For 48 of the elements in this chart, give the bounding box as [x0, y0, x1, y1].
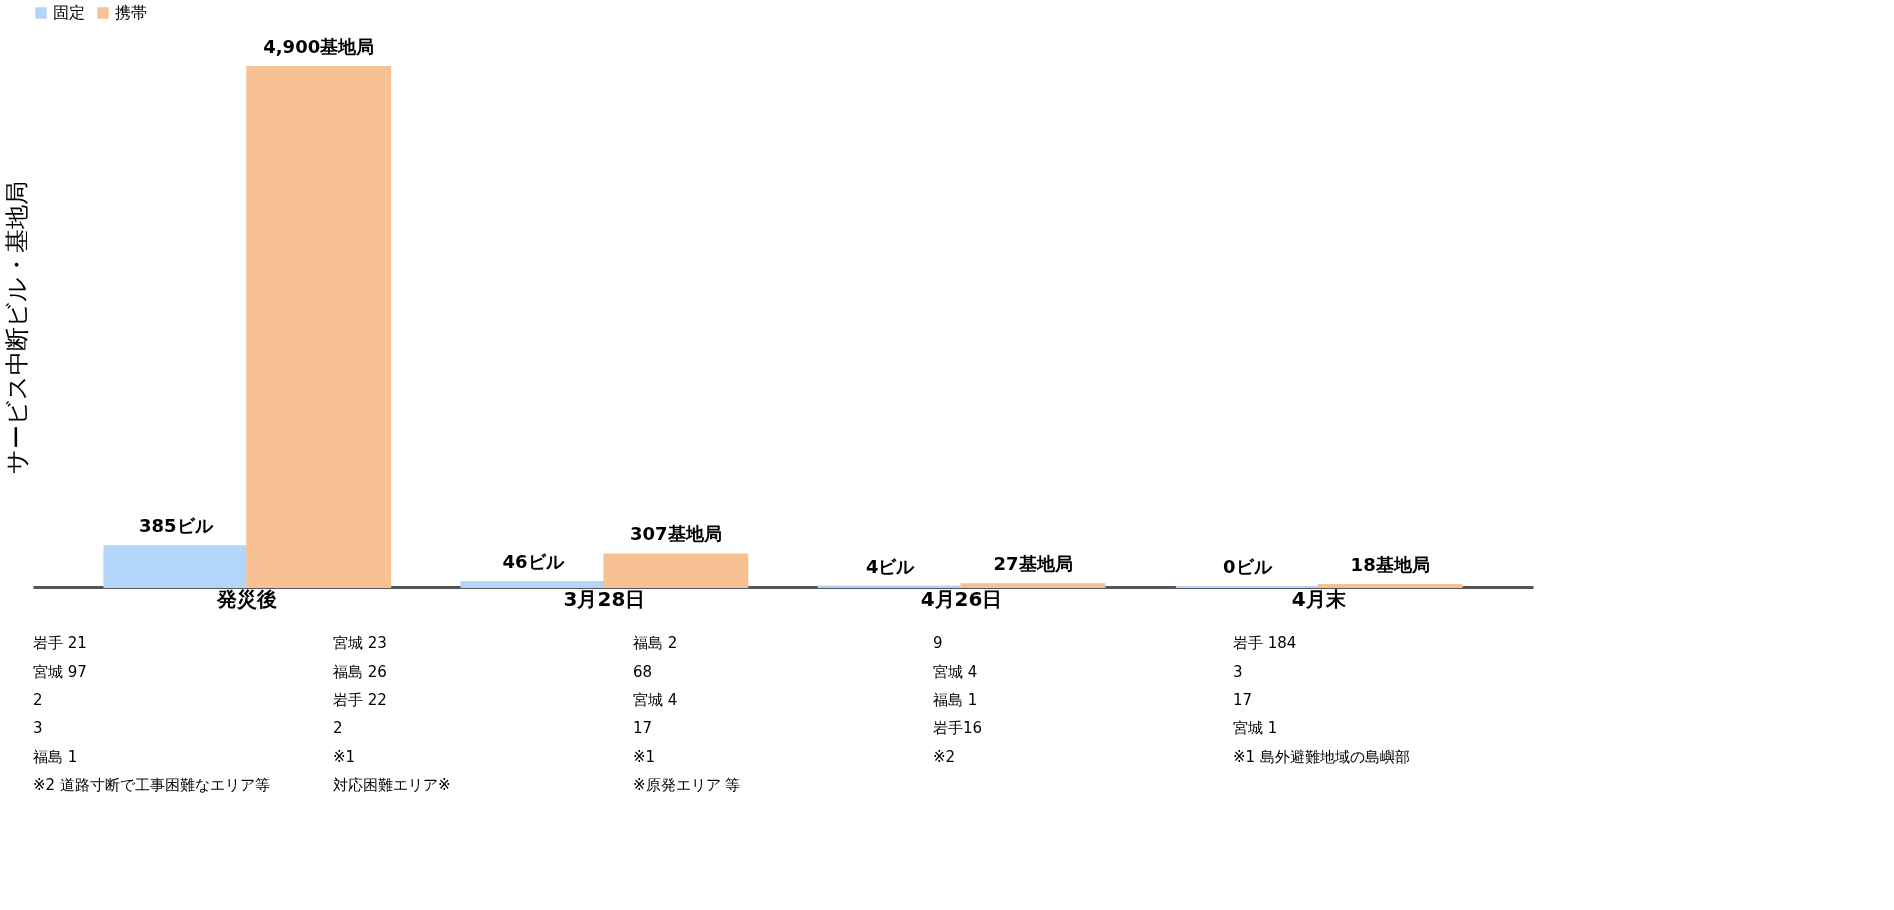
data-label: 4,900基地局	[263, 36, 375, 57]
text: 3	[1233, 662, 1243, 681]
data-label: 0ビル	[1223, 556, 1273, 577]
text: ※1 島外避難地域の島嶼部	[1233, 747, 1410, 766]
text: 68	[633, 662, 653, 681]
text: 宮城 23	[333, 634, 387, 653]
data-label: 18基地局	[1350, 554, 1430, 576]
text: 17	[633, 719, 653, 738]
text: 宮城 97	[33, 662, 87, 681]
bar	[603, 553, 749, 588]
text: 福島 1	[933, 690, 978, 709]
data-label: 385ビル	[139, 515, 214, 537]
bar	[460, 581, 606, 588]
text: 岩手 184	[1233, 634, 1297, 653]
text: 対応困難エリア※	[333, 775, 451, 794]
legend-label: 携帯	[115, 3, 147, 22]
text: ※1	[333, 747, 356, 766]
x-tick-label: 4月26日	[920, 586, 1003, 611]
text: 福島 26	[333, 662, 387, 681]
text: ※1	[633, 747, 656, 766]
text: 2	[333, 719, 343, 738]
legend-label: 固定	[53, 3, 85, 22]
text: ※2	[933, 747, 956, 766]
bar	[103, 545, 249, 588]
bar	[246, 66, 392, 588]
text: 岩手16	[933, 719, 983, 738]
text: 2	[33, 690, 43, 709]
data-label: 27基地局	[993, 553, 1073, 575]
text: 9	[933, 634, 943, 653]
data-label: 46ビル	[502, 551, 565, 573]
text: 3	[33, 719, 43, 738]
data-label: 4ビル	[865, 555, 916, 577]
x-tick-label: 3月28日	[563, 586, 646, 611]
y-axis-title: サービス中断ビル・基地局	[2, 181, 31, 474]
text: 宮城 4	[633, 690, 678, 709]
text: ※原発エリア 等	[633, 775, 741, 794]
bar	[960, 583, 1106, 588]
x-tick-label: 4月末	[1291, 586, 1347, 611]
text: 福島 2	[633, 634, 678, 653]
text: 17	[1233, 690, 1253, 709]
x-tick-label: 発災後	[216, 586, 278, 611]
text: 宮城 4	[933, 662, 978, 681]
text: 宮城 1	[1233, 719, 1278, 738]
text: ※2 道路寸断で工事困難なエリア等	[33, 775, 270, 794]
data-label: 307基地局	[630, 523, 722, 545]
text: 岩手 21	[33, 634, 87, 653]
text: 岩手 22	[333, 690, 387, 709]
text: 福島 1	[33, 747, 78, 766]
